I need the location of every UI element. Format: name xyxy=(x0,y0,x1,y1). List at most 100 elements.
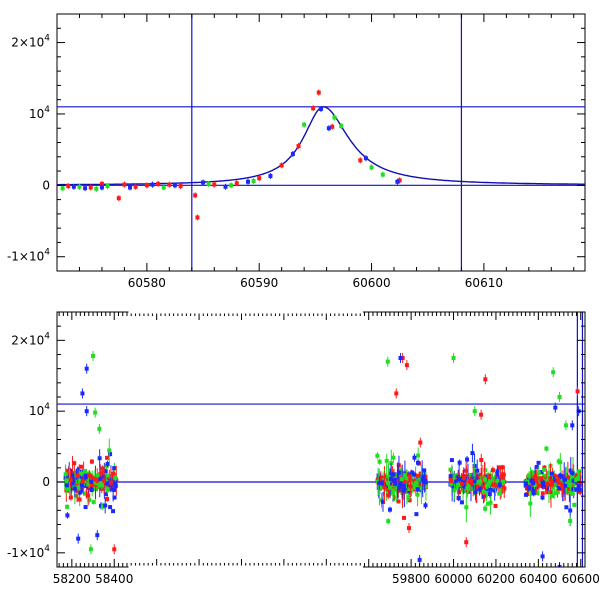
bottom-blue-point xyxy=(563,483,568,488)
top-blue-point xyxy=(83,186,88,191)
bottom-blue-point xyxy=(523,481,528,486)
bottom-red-point xyxy=(490,482,495,487)
top-blue-point xyxy=(201,180,206,185)
bottom-blue-outlier xyxy=(417,557,422,562)
bottom-blue-point xyxy=(571,478,576,483)
bottom-green-point xyxy=(113,476,118,481)
top-blue-point xyxy=(150,182,155,187)
bottom-green-point xyxy=(484,489,489,494)
bottom-blue-point xyxy=(464,478,469,483)
top-green-point xyxy=(229,183,234,188)
bottom-y-tick-label: -1×104 xyxy=(7,544,50,560)
bottom-green-point xyxy=(97,482,102,487)
bottom-blue-point xyxy=(70,481,75,486)
bottom-green-point xyxy=(414,480,419,485)
bottom-blue-point xyxy=(111,484,116,489)
bottom-blue-point xyxy=(392,478,397,483)
bottom-blue-point xyxy=(570,471,575,476)
bottom-blue-point xyxy=(97,456,102,461)
bottom-blue-point xyxy=(470,451,475,456)
bottom-blue-point xyxy=(412,472,417,477)
bottom-red-outlier xyxy=(407,526,411,531)
bottom-blue-point xyxy=(457,476,462,481)
bottom-blue-point xyxy=(377,480,382,485)
bottom-blue-point xyxy=(111,509,116,514)
bottom-panel: -1×104 0 104 2×104 58200 58400 59800 60000 60200… xyxy=(7,310,600,586)
bottom-red-point xyxy=(555,478,560,483)
bottom-red-outlier xyxy=(400,356,405,361)
bottom-red-point xyxy=(402,480,407,485)
bottom-red-point xyxy=(404,473,409,478)
top-y-tick-label: 0 xyxy=(42,178,50,192)
bottom-green-point xyxy=(87,497,92,502)
bottom-red-point xyxy=(408,484,413,489)
top-x-tick-label: 60580 xyxy=(128,276,166,290)
bottom-red-outlier xyxy=(394,391,399,396)
bottom-blue-point xyxy=(536,460,541,465)
bottom-green-point xyxy=(378,486,383,491)
bottom-red-outlier xyxy=(575,389,580,394)
bottom-blue-point xyxy=(497,482,502,487)
bottom-blue-point xyxy=(531,491,536,496)
bottom-green-point xyxy=(550,493,555,498)
bottom-red-point xyxy=(395,479,400,484)
bottom-green-point xyxy=(104,464,109,469)
bottom-red-point xyxy=(386,487,391,492)
bottom-blue-point xyxy=(475,468,480,473)
bottom-blue-point xyxy=(481,494,486,499)
bottom-blue-point xyxy=(89,488,94,493)
bottom-red-point xyxy=(545,490,550,495)
bottom-green-point xyxy=(98,479,103,484)
bottom-blue-outlier xyxy=(76,536,81,541)
bottom-green-point xyxy=(404,489,409,494)
bottom-green-point xyxy=(481,489,486,494)
top-blue-point xyxy=(268,174,273,179)
bottom-blue-point xyxy=(421,474,426,479)
top-x-tick-label: 60590 xyxy=(240,276,278,290)
bottom-blue-point xyxy=(414,512,419,517)
bottom-blue-point xyxy=(576,484,581,489)
top-green-point xyxy=(251,179,256,184)
bottom-blue-point xyxy=(562,477,567,482)
top-x-tick-label: 60600 xyxy=(352,276,390,290)
bottom-green-point xyxy=(415,492,420,497)
bottom-blue-point xyxy=(539,470,544,475)
bottom-red-point xyxy=(382,485,387,490)
bottom-green-point xyxy=(576,470,581,475)
bottom-green-point xyxy=(377,459,382,464)
bottom-red-point xyxy=(539,476,544,481)
bottom-blue-point xyxy=(531,487,536,492)
bottom-blue-point xyxy=(78,474,83,479)
bottom-green-point xyxy=(572,502,577,507)
bottom-blue-point xyxy=(575,487,580,492)
bottom-green-point xyxy=(501,479,506,484)
bottom-panel-axes: -1×104 0 104 2×104 58200 58400 59800 60000 60200… xyxy=(7,310,600,586)
bottom-blue-point xyxy=(415,460,420,465)
bottom-blue-point xyxy=(495,469,500,474)
bottom-green-outlier xyxy=(93,410,98,415)
bottom-red-point xyxy=(557,480,562,485)
bottom-blue-point xyxy=(80,483,85,488)
bottom-blue-point xyxy=(568,468,573,473)
bottom-green-point xyxy=(391,489,396,494)
bottom-blue-point xyxy=(396,470,401,475)
bottom-red-point xyxy=(74,482,79,487)
bottom-blue-point xyxy=(459,500,464,505)
bottom-red-point xyxy=(464,468,469,473)
bottom-red-point xyxy=(500,473,505,478)
bottom-red-point xyxy=(487,474,492,479)
bottom-green-outlier xyxy=(551,370,556,375)
bottom-red-point xyxy=(378,476,383,481)
bottom-y-tick-label: 0 xyxy=(42,475,50,489)
bottom-green-point xyxy=(423,484,428,489)
bottom-blue-point xyxy=(568,508,573,513)
bottom-red-point xyxy=(449,478,454,483)
bottom-blue-point xyxy=(472,479,477,484)
bottom-red-point xyxy=(565,476,570,481)
bottom-x-tick-label: 60400 xyxy=(519,572,557,586)
top-red-point xyxy=(88,185,93,190)
bottom-red-point xyxy=(477,475,482,480)
bottom-blue-point xyxy=(422,468,427,473)
bottom-blue-point xyxy=(380,499,385,504)
bottom-green-point xyxy=(416,453,421,458)
